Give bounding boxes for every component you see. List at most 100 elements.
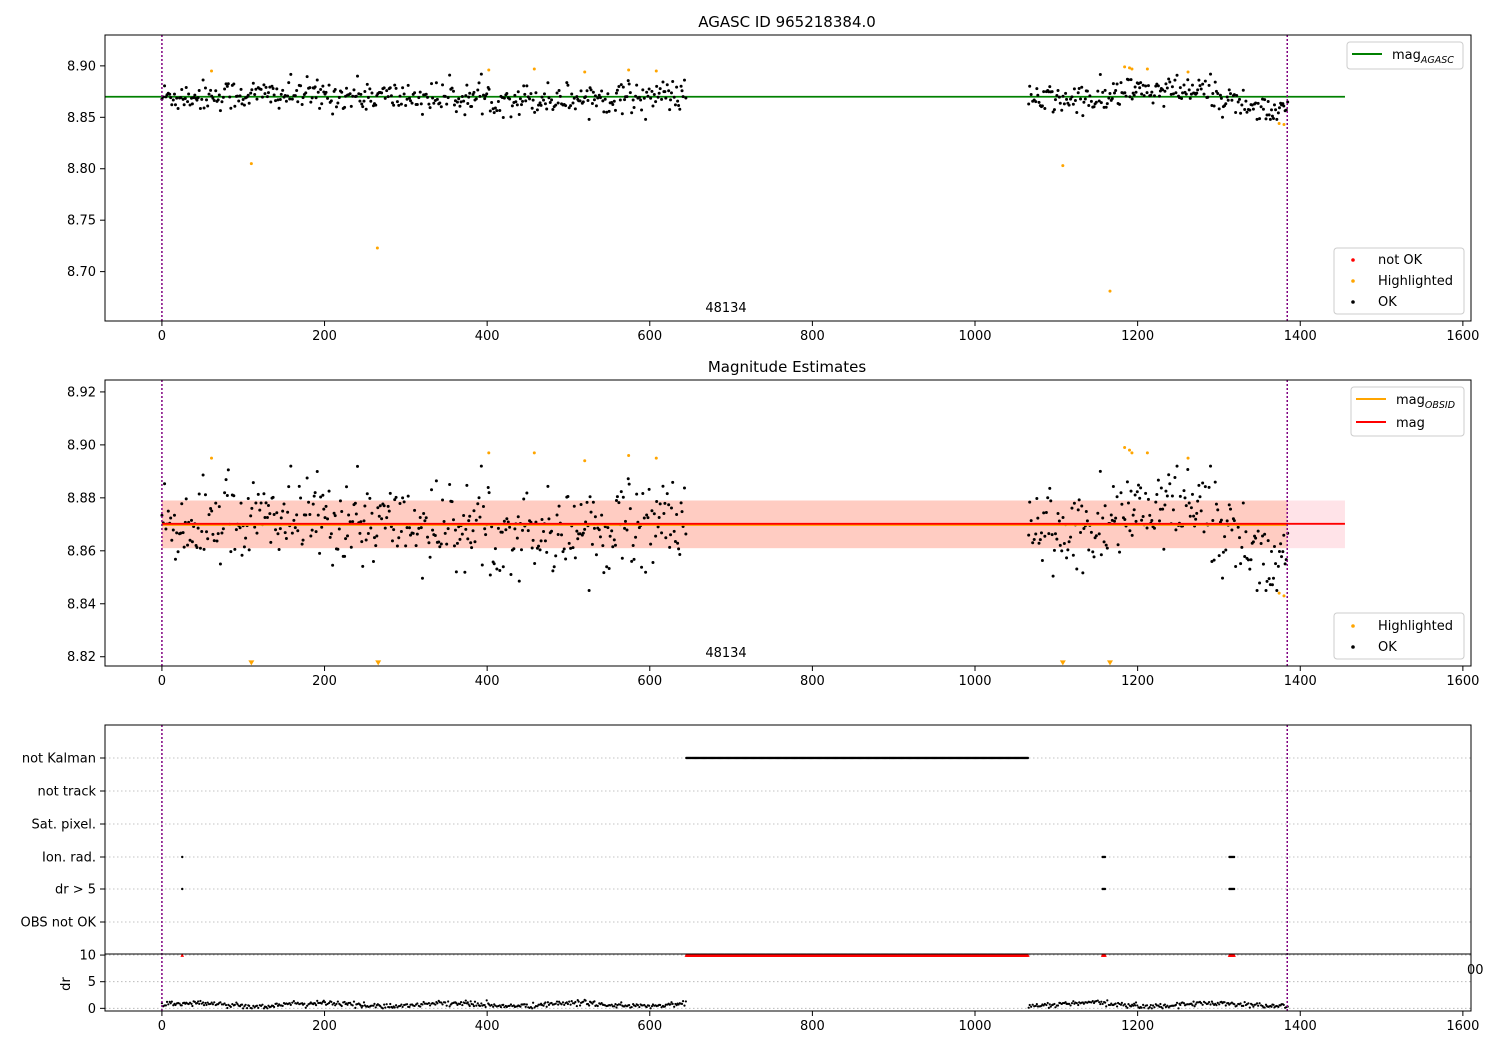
y-tick-label: 8.85 bbox=[67, 111, 96, 126]
dr-point bbox=[1047, 1006, 1050, 1010]
ok-point bbox=[1053, 532, 1057, 536]
ok-point bbox=[632, 105, 636, 109]
ok-point bbox=[278, 527, 282, 531]
ok-point bbox=[229, 106, 233, 110]
dr-point bbox=[1140, 1006, 1143, 1009]
ok-point bbox=[679, 84, 683, 88]
ok-point bbox=[1229, 92, 1233, 96]
ok-point bbox=[390, 539, 394, 543]
dr-point bbox=[349, 1001, 352, 1004]
ok-point bbox=[1096, 89, 1100, 93]
ok-point bbox=[251, 481, 255, 485]
ok-point bbox=[255, 97, 259, 101]
legend-label-highlighted: Highlighted bbox=[1378, 619, 1453, 634]
dr-point bbox=[663, 1005, 667, 1008]
ok-point bbox=[557, 504, 561, 508]
dr-point bbox=[461, 1003, 464, 1007]
dr-point bbox=[288, 1002, 291, 1005]
ok-point bbox=[1065, 97, 1069, 101]
ok-point bbox=[1028, 84, 1032, 88]
ok-point bbox=[611, 102, 615, 106]
ok-point bbox=[1148, 513, 1152, 517]
ok-point bbox=[625, 528, 629, 532]
highlighted-point bbox=[654, 456, 658, 460]
ok-point bbox=[646, 516, 650, 520]
dr-point bbox=[557, 1003, 560, 1006]
dr-point bbox=[565, 1001, 568, 1004]
ok-point bbox=[202, 106, 206, 110]
dr-point bbox=[205, 1003, 208, 1006]
x-tick-label: 600 bbox=[637, 329, 662, 344]
ok-point bbox=[488, 573, 492, 577]
dr-point bbox=[533, 1006, 536, 1009]
ok-point bbox=[1162, 547, 1166, 551]
ok-point bbox=[188, 538, 192, 542]
ok-point bbox=[361, 564, 365, 568]
ok-point bbox=[1071, 102, 1075, 106]
ok-point bbox=[620, 112, 624, 116]
ok-point bbox=[601, 544, 605, 548]
dr-point bbox=[1054, 1006, 1057, 1009]
dr-point bbox=[1106, 999, 1109, 1002]
ok-point bbox=[602, 571, 606, 575]
ok-point bbox=[1214, 502, 1218, 506]
ok-point bbox=[1206, 95, 1210, 99]
ok-point bbox=[1239, 111, 1243, 115]
ok-point bbox=[164, 95, 168, 99]
ok-point bbox=[476, 502, 480, 506]
ok-point bbox=[420, 576, 424, 580]
ok-point bbox=[409, 99, 413, 103]
ok-point bbox=[279, 516, 283, 520]
ok-point bbox=[608, 534, 612, 538]
x-tick-label: 1400 bbox=[1284, 674, 1317, 689]
ok-point bbox=[578, 99, 582, 103]
ok-point bbox=[375, 534, 379, 538]
ok-point bbox=[314, 530, 318, 534]
ok-point bbox=[1170, 494, 1174, 498]
dr-point bbox=[458, 1002, 462, 1006]
dr-point bbox=[630, 1005, 633, 1009]
x-tick-label: 400 bbox=[475, 674, 500, 689]
ok-point bbox=[612, 538, 616, 542]
ok-point bbox=[626, 477, 630, 481]
ok-point bbox=[269, 100, 273, 104]
x-tick-label: 800 bbox=[800, 329, 825, 344]
ok-point bbox=[661, 80, 665, 84]
ok-point bbox=[358, 99, 362, 103]
ok-point bbox=[1102, 540, 1106, 544]
ok-point bbox=[521, 528, 525, 532]
ok-point bbox=[249, 514, 253, 518]
ok-point bbox=[1152, 526, 1156, 530]
y-tick-label: 8.82 bbox=[67, 650, 96, 665]
ok-point bbox=[288, 97, 292, 101]
ok-point bbox=[1029, 92, 1033, 96]
ok-point bbox=[600, 513, 604, 517]
ok-point bbox=[645, 513, 649, 517]
ok-point bbox=[315, 469, 319, 473]
ok-point bbox=[487, 491, 491, 495]
ok-point bbox=[1031, 541, 1035, 545]
ok-point bbox=[313, 85, 317, 89]
ok-point bbox=[603, 97, 607, 101]
ok-point bbox=[368, 496, 372, 500]
ok-point bbox=[275, 87, 279, 91]
ok-point bbox=[274, 528, 278, 532]
dr-point bbox=[1035, 1002, 1038, 1006]
ok-point bbox=[597, 93, 601, 97]
ok-point bbox=[422, 511, 426, 515]
ok-point bbox=[1128, 529, 1132, 533]
ok-point bbox=[1132, 93, 1136, 97]
ok-point bbox=[647, 87, 651, 91]
dr-point bbox=[198, 1002, 201, 1005]
ok-point bbox=[471, 529, 475, 533]
ok-point bbox=[1211, 91, 1215, 95]
legend-label-mag: mag bbox=[1396, 416, 1425, 431]
ok-point bbox=[451, 518, 455, 522]
ok-point bbox=[392, 103, 396, 107]
ok-point bbox=[1105, 546, 1109, 550]
y-tick-label: 8.90 bbox=[67, 59, 96, 74]
ok-point bbox=[641, 491, 645, 495]
ok-point bbox=[262, 492, 266, 496]
ok-point bbox=[1283, 562, 1287, 566]
ok-point bbox=[173, 557, 177, 561]
